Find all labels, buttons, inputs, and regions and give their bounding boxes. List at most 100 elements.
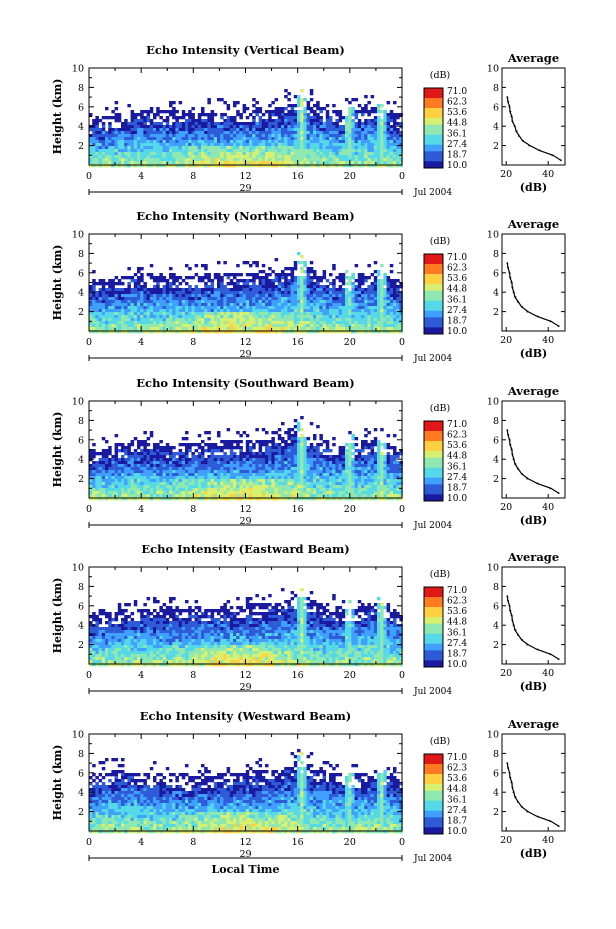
heatmap-cell: [236, 300, 240, 304]
heatmap-cell: [236, 473, 240, 477]
heatmap-cell: [265, 491, 269, 495]
heatmap-cell: [271, 306, 275, 310]
heatmap-cell: [213, 146, 218, 150]
heatmap-cell: [191, 321, 195, 325]
heatmap-cell: [217, 291, 221, 295]
heatmap-cell: [117, 279, 122, 283]
heatmap-cell: [309, 285, 314, 289]
heatmap-cell: [137, 318, 141, 322]
heatmap-cell: [210, 497, 215, 501]
heatmap-cell: [389, 137, 394, 141]
colorbar-swatch: [424, 330, 443, 335]
heatmap-cell: [220, 98, 224, 102]
heatmap-cell: [149, 461, 154, 465]
heatmap-cell: [255, 149, 259, 153]
colorbar-swatch: [424, 154, 443, 159]
heatmap-cell: [143, 155, 147, 159]
heatmap-cell: [175, 491, 179, 495]
heatmap-cell: [117, 164, 122, 168]
heatmap-cell: [101, 152, 106, 156]
heatmap-cell: [287, 267, 291, 271]
heatmap-cell: [386, 158, 391, 162]
heatmap-cell: [386, 137, 391, 141]
heatmap-cell: [373, 282, 378, 286]
heatmap-cell: [277, 164, 282, 168]
heatmap-cell: [111, 300, 115, 304]
heatmap-cell: [383, 300, 387, 304]
heatmap-cell: [335, 137, 339, 141]
heatmap-cell: [274, 98, 279, 102]
heatmap-cell: [293, 327, 298, 331]
heatmap-cell: [210, 455, 215, 459]
heatmap-cell: [89, 482, 93, 486]
heatmap-cell: [284, 107, 288, 111]
heatmap-cell: [271, 146, 275, 150]
heatmap-cell: [169, 152, 173, 156]
heatmap-cell: [162, 125, 167, 129]
heatmap-cell: [194, 164, 199, 168]
heatmap-cell: [98, 303, 103, 307]
heatmap-cell: [249, 291, 253, 295]
colorbar-swatch: [424, 114, 443, 119]
heatmap-cell: [345, 327, 349, 331]
heatmap-cell: [133, 140, 138, 144]
heatmap-cell: [159, 128, 163, 132]
heatmap-cell: [111, 476, 115, 480]
heatmap-cell: [322, 122, 327, 126]
heatmap-cell: [194, 297, 199, 301]
heatmap-cell: [357, 273, 362, 277]
heatmap-cell: [229, 119, 234, 123]
heatmap-cell: [172, 482, 176, 486]
heatmap-cell: [271, 431, 275, 435]
heatmap-cell: [377, 116, 381, 120]
heatmap-cell: [95, 318, 99, 322]
heatmap-cell: [92, 470, 96, 474]
heatmap-cell: [329, 131, 333, 135]
heatmap-cell: [245, 261, 250, 265]
heatmap-cell: [98, 155, 103, 159]
heatmap-cell: [226, 104, 231, 108]
heatmap-cell: [348, 131, 352, 135]
heatmap-cell: [261, 321, 266, 325]
heatmap-cell: [92, 309, 96, 313]
heatmap-cell: [223, 140, 227, 144]
heatmap-cell: [124, 294, 128, 298]
heatmap-cell: [92, 282, 96, 286]
heatmap-cell: [345, 291, 349, 295]
heatmap-cell: [175, 330, 179, 334]
heatmap-cell: [169, 470, 173, 474]
heatmap-cell: [297, 294, 301, 298]
heatmap-cell: [197, 152, 202, 156]
heatmap-cell: [156, 158, 160, 162]
heatmap-cell: [175, 146, 179, 150]
heatmap-cell: [133, 327, 138, 331]
heatmap-cell: [261, 479, 266, 483]
heatmap-cell: [143, 315, 147, 319]
heatmap-cell: [117, 470, 122, 474]
heatmap-cell: [197, 321, 202, 325]
heatmap-cell: [191, 497, 195, 501]
heatmap-cell: [133, 279, 138, 283]
heatmap-cell: [105, 324, 109, 328]
heatmap-cell: [165, 315, 170, 319]
heatmap-cell: [354, 279, 359, 283]
heatmap-cell: [364, 300, 368, 304]
heatmap-cell: [92, 494, 96, 498]
heatmap-cell: [281, 309, 285, 313]
heatmap-cell: [101, 458, 106, 462]
heatmap-cell: [297, 279, 301, 283]
heatmap-cell: [226, 324, 231, 328]
heatmap-cell: [249, 288, 253, 292]
heatmap-cell: [130, 143, 135, 147]
heatmap-cell: [245, 122, 250, 126]
heatmap-cell: [261, 330, 266, 334]
heatmap-cell: [153, 464, 157, 468]
heatmap-cell: [287, 303, 291, 307]
heatmap-cell: [284, 113, 288, 117]
heatmap-cell: [383, 306, 387, 310]
heatmap-cell: [207, 476, 211, 480]
heatmap-cell: [239, 131, 243, 135]
heatmap-cell: [252, 321, 256, 325]
heatmap-cell: [226, 161, 231, 165]
heatmap-cell: [172, 318, 176, 322]
